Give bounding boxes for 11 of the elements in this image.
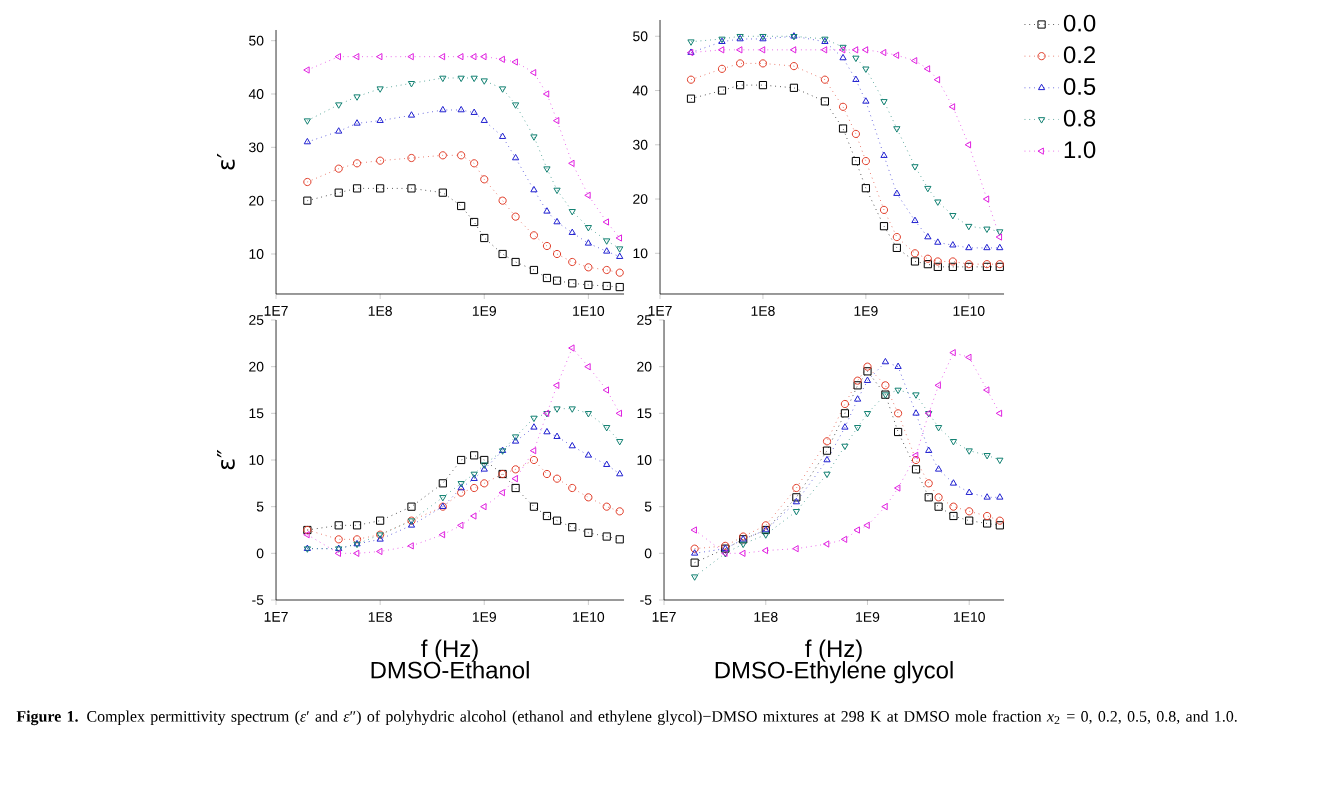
legend-label: 0.2 xyxy=(1063,46,1095,64)
legend-label: 0.0 xyxy=(1063,14,1096,32)
legend-label: 0.5 xyxy=(1063,77,1096,95)
text: DMSO-Ethylene glycol xyxy=(715,661,953,684)
x-axis-title: f (Hz) xyxy=(421,639,478,662)
y-axis-title: ε′ xyxy=(217,153,235,170)
legend-label: 1.0 xyxy=(1064,141,1096,159)
x-axis-title: f (Hz) xyxy=(805,639,862,662)
text: DMSO-Ethanol xyxy=(371,661,529,679)
legend-label: 0.8 xyxy=(1063,109,1096,127)
y-axis-title: ε″ xyxy=(217,449,235,470)
